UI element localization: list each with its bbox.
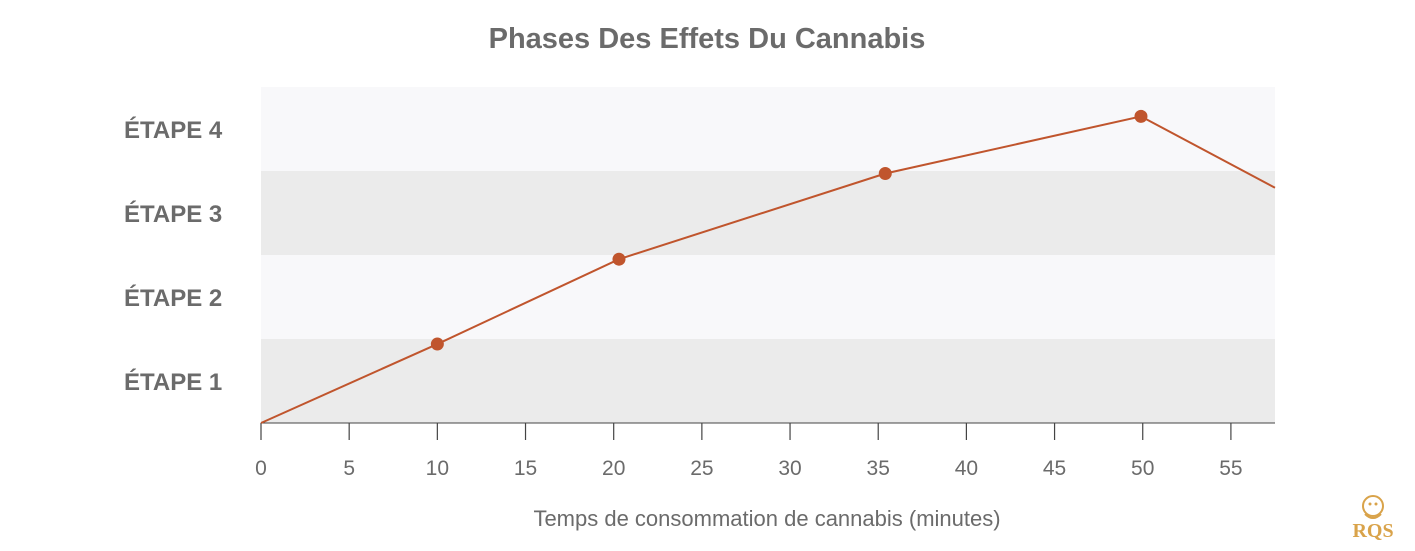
x-tick-label-25: 25 [690,457,713,480]
x-tick-label-15: 15 [514,457,537,480]
x-tick-label-40: 40 [955,457,978,480]
stage-bands [261,87,1275,423]
x-tick-label-0: 0 [255,457,267,480]
stage-labels: ÉTAPE 1 ÉTAPE 2 ÉTAPE 3 ÉTAPE 4 [124,116,223,396]
stage-label-2: ÉTAPE 2 [124,284,222,312]
stage-band-2 [261,255,1275,339]
logo-text: RQS [1352,520,1393,542]
x-axis: 0 5 10 15 20 25 30 35 40 45 50 55 [255,422,1275,480]
x-tick-label-5: 5 [343,457,355,480]
x-tick-label-55: 55 [1219,457,1242,480]
x-tick-label-50: 50 [1131,457,1154,480]
x-tick-label-35: 35 [867,457,890,480]
data-point-3 [878,167,892,181]
stage-band-3 [261,171,1275,255]
x-tick-label-45: 45 [1043,457,1066,480]
x-tick-label-20: 20 [602,457,625,480]
series-line-group [260,109,1276,424]
stage-label-4: ÉTAPE 4 [124,116,223,144]
lion-icon [1362,495,1384,519]
stage-label-3: ÉTAPE 3 [124,200,222,228]
data-point-1 [430,337,444,351]
stage-label-1: ÉTAPE 1 [124,368,222,396]
x-axis-label: Temps de consommation de cannabis (minut… [533,506,1000,531]
series-line-0 [260,115,1276,424]
stage-band-4 [261,87,1275,171]
x-tick-label-30: 30 [778,457,801,480]
x-tick-label-10: 10 [426,457,449,480]
stage-band-1 [261,339,1275,423]
rqs-logo: RQS [1352,495,1394,542]
data-point-4 [1134,109,1148,123]
data-point-2 [612,252,626,266]
chart-title: Phases Des Effets Du Cannabis [489,23,926,55]
